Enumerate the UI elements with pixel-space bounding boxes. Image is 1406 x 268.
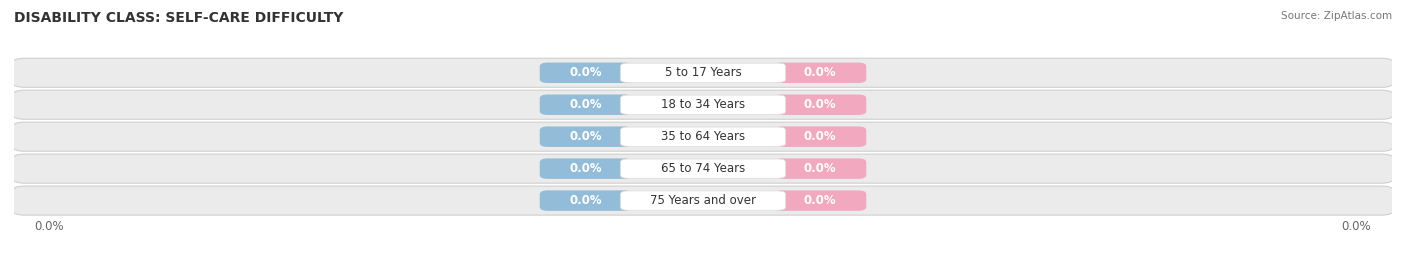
FancyBboxPatch shape [773,95,866,115]
Text: 0.0%: 0.0% [804,98,837,111]
FancyBboxPatch shape [540,95,633,115]
Text: 18 to 34 Years: 18 to 34 Years [661,98,745,111]
FancyBboxPatch shape [620,63,786,82]
FancyBboxPatch shape [773,62,866,83]
Text: 0.0%: 0.0% [804,194,837,207]
FancyBboxPatch shape [773,126,866,147]
Text: 0.0%: 0.0% [569,162,602,175]
Text: DISABILITY CLASS: SELF-CARE DIFFICULTY: DISABILITY CLASS: SELF-CARE DIFFICULTY [14,11,343,25]
Text: 0.0%: 0.0% [35,220,65,233]
Text: Source: ZipAtlas.com: Source: ZipAtlas.com [1281,11,1392,21]
Text: 65 to 74 Years: 65 to 74 Years [661,162,745,175]
FancyBboxPatch shape [13,90,1393,119]
FancyBboxPatch shape [620,95,786,114]
Text: 0.0%: 0.0% [804,130,837,143]
FancyBboxPatch shape [13,154,1393,183]
FancyBboxPatch shape [13,186,1393,215]
FancyBboxPatch shape [13,58,1393,87]
FancyBboxPatch shape [620,191,786,210]
FancyBboxPatch shape [773,190,866,211]
Text: 0.0%: 0.0% [804,162,837,175]
Text: 0.0%: 0.0% [804,66,837,79]
Text: 0.0%: 0.0% [1341,220,1371,233]
Text: 35 to 64 Years: 35 to 64 Years [661,130,745,143]
Text: 5 to 17 Years: 5 to 17 Years [665,66,741,79]
FancyBboxPatch shape [540,190,633,211]
Text: 0.0%: 0.0% [569,98,602,111]
FancyBboxPatch shape [620,159,786,178]
FancyBboxPatch shape [13,122,1393,151]
FancyBboxPatch shape [540,158,633,179]
FancyBboxPatch shape [620,127,786,146]
FancyBboxPatch shape [540,126,633,147]
Text: 0.0%: 0.0% [569,130,602,143]
Text: 75 Years and over: 75 Years and over [650,194,756,207]
FancyBboxPatch shape [540,62,633,83]
Text: 0.0%: 0.0% [569,194,602,207]
FancyBboxPatch shape [773,158,866,179]
Text: 0.0%: 0.0% [569,66,602,79]
